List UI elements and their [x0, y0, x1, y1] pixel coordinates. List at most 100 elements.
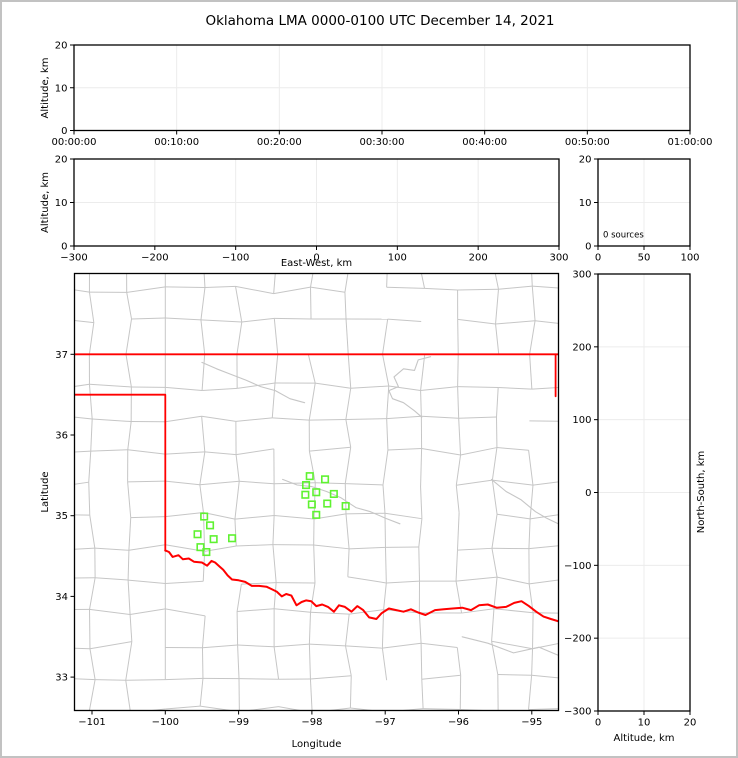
county-line [74, 647, 90, 650]
county-line [493, 608, 534, 614]
county-line [382, 319, 389, 355]
county-line [531, 648, 534, 676]
county-line [381, 609, 385, 649]
county-line [565, 324, 571, 354]
county-line [74, 547, 95, 550]
x-tick-label: −101 [78, 717, 105, 728]
source-count-annotation: 0 sources [603, 231, 644, 241]
y-tick-label: −100 [564, 561, 591, 572]
county-line [165, 451, 205, 455]
county-line [129, 608, 166, 616]
county-line [382, 484, 386, 514]
y-tick-label: 0 [61, 126, 67, 137]
county-line [423, 708, 461, 711]
lma-station-marker [301, 490, 310, 499]
county-line [491, 548, 498, 578]
county-line [418, 518, 423, 548]
county-line [420, 643, 423, 680]
county-line [347, 354, 352, 389]
county-line [495, 289, 499, 325]
county-line [234, 481, 240, 520]
county-line [386, 415, 422, 420]
county-line [457, 386, 499, 388]
county-line [456, 479, 493, 486]
county-line [350, 385, 389, 389]
county-grid [52, 273, 571, 711]
county-line [92, 418, 132, 423]
county-line [245, 706, 279, 711]
county-line [74, 450, 91, 453]
county-line [420, 390, 422, 417]
county-line [387, 318, 422, 323]
lma-station-marker [193, 530, 202, 539]
county-line [494, 273, 499, 290]
county-line [74, 383, 90, 387]
county-line [88, 451, 92, 483]
county-line [309, 678, 313, 711]
county-line [128, 544, 166, 551]
county-line [273, 318, 279, 355]
lma-station-marker [196, 543, 205, 552]
county-line [52, 415, 54, 453]
county-line [88, 322, 95, 355]
county-line [528, 518, 531, 549]
county-line [235, 448, 274, 456]
county-line [528, 675, 533, 710]
county-line [386, 418, 389, 450]
county-line [236, 544, 273, 547]
county-line [455, 576, 498, 582]
county-line [95, 577, 129, 581]
county-line [568, 421, 569, 453]
county-line [235, 417, 273, 422]
county-line [274, 514, 315, 520]
county-line [458, 418, 462, 456]
county-line [125, 679, 166, 681]
county-line [491, 640, 533, 650]
county-line [200, 319, 206, 355]
plot-title: Oklahoma LMA 0000-0100 UTC December 14, … [205, 13, 555, 29]
county-line [199, 480, 240, 486]
county-line [498, 386, 532, 390]
county-line [165, 677, 203, 681]
ew-height-ylabel: Altitude, km [40, 172, 51, 233]
county-line [278, 706, 303, 711]
county-line [200, 319, 242, 323]
county-line [456, 512, 460, 551]
county-line [531, 286, 536, 321]
county-line [458, 416, 497, 419]
lma-station-marker [301, 480, 311, 490]
county-line [420, 448, 423, 488]
county-line [424, 287, 458, 291]
county-line [125, 680, 131, 711]
x-tick-label: 100 [388, 253, 407, 264]
county-line [90, 449, 128, 452]
county-line [94, 547, 129, 551]
county-line [200, 705, 235, 711]
county-line [203, 273, 206, 288]
x-tick-label: 01:00:00 [668, 137, 713, 148]
county-line [126, 286, 166, 293]
county-line [165, 286, 205, 288]
county-line [382, 642, 422, 649]
county-line [532, 612, 534, 649]
county-line [273, 646, 280, 680]
county-line [457, 319, 459, 355]
county-line [95, 679, 126, 681]
county-line [310, 675, 352, 680]
time-height-ylabel: Altitude, km [40, 58, 51, 119]
county-line [345, 388, 352, 420]
county-line [388, 385, 421, 391]
county-line [529, 354, 533, 390]
county-line [308, 383, 316, 421]
county-line [235, 286, 243, 323]
county-line [202, 551, 206, 582]
county-line [496, 447, 529, 451]
county-line [236, 321, 243, 355]
county-line [199, 678, 204, 707]
state-border-red-river [164, 549, 559, 623]
ew-height-panel: −300 −200 −100 0 100 200 300 0 10 20 [55, 155, 569, 264]
county-line [53, 550, 54, 578]
county-line [498, 285, 533, 290]
